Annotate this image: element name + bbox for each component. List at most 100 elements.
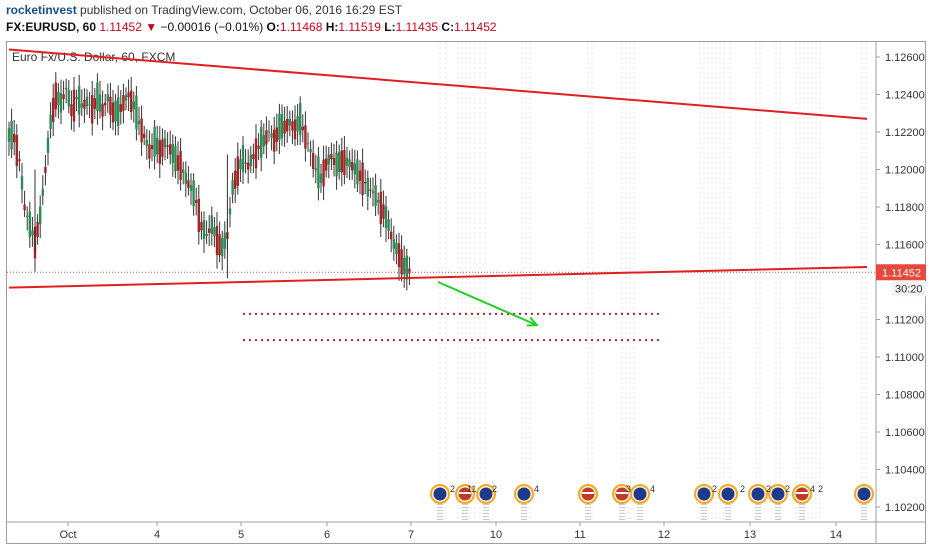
candle-body <box>182 169 185 173</box>
x-tick-label: Oct <box>59 529 76 541</box>
candle-body <box>353 163 356 175</box>
eur-flag-icon <box>517 487 531 501</box>
candle-body <box>408 268 411 274</box>
event-count-label: 2 <box>766 484 771 494</box>
candle-body <box>210 215 213 235</box>
candle-body <box>265 130 268 145</box>
trendline[interactable] <box>8 266 868 289</box>
candle-body <box>156 137 159 155</box>
candle-body <box>288 118 291 126</box>
close-value: 1.11452 <box>454 20 497 34</box>
high-label: H: <box>325 20 339 34</box>
x-tick-label: 10 <box>490 529 502 541</box>
candle-body <box>137 120 141 125</box>
candle-body <box>283 120 286 134</box>
candle-body <box>202 219 206 239</box>
candle-body <box>85 96 89 107</box>
candle-body <box>192 180 195 207</box>
candle-body <box>72 89 76 122</box>
trendline[interactable] <box>8 48 868 120</box>
candle-body <box>161 139 164 157</box>
low-label: L: <box>384 20 396 34</box>
candle-body <box>98 94 102 112</box>
candle-body <box>195 200 198 203</box>
x-tick-label: 5 <box>238 529 244 541</box>
candle-body <box>228 208 232 215</box>
candle-body <box>130 90 133 112</box>
candle-body <box>187 180 190 188</box>
x-tick-label: 6 <box>324 529 330 541</box>
candle-body <box>41 189 44 196</box>
candle-body <box>122 94 125 111</box>
candle-body <box>403 257 406 275</box>
y-tick-label: 1.12000 <box>885 165 925 177</box>
candle-body <box>301 126 304 131</box>
low-value: 1.11435 <box>395 20 439 34</box>
candle-body <box>270 133 273 138</box>
candle-body <box>200 222 203 231</box>
candle-body <box>231 180 234 195</box>
countdown-badge <box>892 281 926 297</box>
candle-body <box>309 148 312 153</box>
candle-body <box>49 114 52 129</box>
candle-body <box>291 121 294 131</box>
candle-body <box>57 91 60 106</box>
candle-body <box>241 145 245 173</box>
open-label: O: <box>266 20 280 34</box>
candle-body <box>104 102 107 106</box>
candle-body <box>317 156 320 189</box>
candle-body <box>109 96 112 115</box>
candle-body <box>369 189 372 191</box>
candle-body <box>327 154 330 165</box>
candle-body <box>153 126 156 157</box>
candle-body <box>247 162 250 170</box>
eur-flag-icon <box>857 487 871 501</box>
candle-body <box>351 161 354 171</box>
candle-body <box>54 82 57 110</box>
x-tick-label: 11 <box>574 529 585 541</box>
candle-body <box>39 206 42 225</box>
candle-body <box>169 144 172 155</box>
candle-body <box>132 101 135 110</box>
candle-body <box>275 127 278 142</box>
y-tick-label: 1.12400 <box>885 90 925 102</box>
candle-body <box>218 234 221 256</box>
y-tick-label: 1.11000 <box>885 352 924 364</box>
candle-body <box>223 232 226 249</box>
event-count-label: 2 <box>785 484 790 494</box>
y-tick-label: 1.10400 <box>885 465 925 477</box>
author-name[interactable]: rocketinvest <box>6 3 77 17</box>
arrow-head-icon <box>526 316 539 327</box>
candle-body <box>70 104 73 116</box>
candle-body <box>46 137 50 153</box>
candle-body <box>62 94 65 100</box>
down-arrow-icon: ▼ <box>145 20 158 34</box>
candle-body <box>397 243 401 268</box>
candle-body <box>117 97 120 127</box>
chart-header: rocketinvest published on TradingView.co… <box>0 0 932 40</box>
x-tick-label: 12 <box>658 529 670 541</box>
candle-body <box>197 198 200 233</box>
candle-body <box>257 145 260 149</box>
candle-body <box>400 249 403 275</box>
candle-body <box>234 170 237 189</box>
event-count-label: 11 <box>467 484 476 494</box>
candle-body <box>189 185 193 191</box>
candle-body <box>205 233 208 237</box>
event-count-label: 2 <box>740 484 745 494</box>
candle-body <box>280 113 284 138</box>
candle-body <box>83 99 86 109</box>
candle-body <box>13 133 16 143</box>
candle-body <box>184 172 187 184</box>
projection-arrow[interactable] <box>437 281 538 327</box>
candle-body <box>361 162 364 196</box>
open-value: 1.11468 <box>279 20 323 34</box>
candle-body <box>371 191 375 193</box>
candle-body <box>286 118 289 132</box>
candle-body <box>267 131 271 133</box>
candle-body <box>254 138 258 169</box>
candle-body <box>96 82 99 111</box>
event-count-label: 2 <box>712 484 717 494</box>
y-tick-label: 1.11600 <box>885 240 924 252</box>
